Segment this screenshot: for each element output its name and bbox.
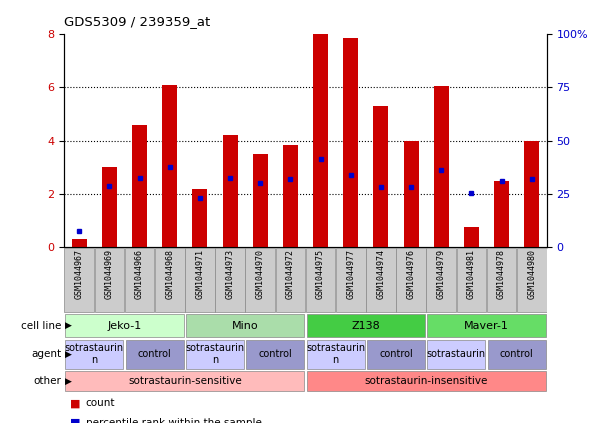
Text: GSM1044980: GSM1044980 [527, 250, 536, 299]
Text: control: control [138, 349, 172, 359]
Bar [427, 340, 485, 369]
Bar [65, 314, 184, 338]
Text: ■: ■ [70, 398, 81, 409]
Bar [185, 248, 214, 312]
Bar [426, 248, 456, 312]
Bar [246, 248, 275, 312]
Text: percentile rank within the sample: percentile rank within the sample [86, 418, 262, 423]
Bar [366, 248, 396, 312]
Bar [307, 371, 546, 391]
Text: GSM1044979: GSM1044979 [437, 250, 446, 299]
Bar [65, 340, 123, 369]
Text: GSM1044966: GSM1044966 [135, 250, 144, 299]
Bar [487, 248, 516, 312]
Text: GSM1044972: GSM1044972 [286, 250, 295, 299]
Text: ▶: ▶ [65, 376, 72, 386]
Text: sotrastaurin: sotrastaurin [426, 349, 486, 359]
Bar [494, 181, 509, 247]
Text: agent: agent [31, 349, 61, 359]
Bar [427, 314, 546, 338]
Bar [65, 371, 304, 391]
Text: GSM1044969: GSM1044969 [105, 250, 114, 299]
Text: Maver-1: Maver-1 [464, 321, 509, 331]
Bar [186, 340, 244, 369]
Text: sotrastaurin
n: sotrastaurin n [306, 343, 365, 365]
Bar [313, 34, 328, 247]
Text: sotrastaurin-sensitive: sotrastaurin-sensitive [128, 376, 242, 386]
Text: GSM1044977: GSM1044977 [346, 250, 355, 299]
Text: GSM1044981: GSM1044981 [467, 250, 476, 299]
Bar [102, 168, 117, 247]
Bar [126, 340, 184, 369]
Bar [397, 248, 426, 312]
Bar [253, 154, 268, 247]
Text: sotrastaurin-insensitive: sotrastaurin-insensitive [365, 376, 488, 386]
Bar [215, 248, 245, 312]
Bar [71, 239, 87, 247]
Text: cell line: cell line [21, 321, 61, 331]
Text: GSM1044967: GSM1044967 [75, 250, 84, 299]
Text: GSM1044975: GSM1044975 [316, 250, 325, 299]
Text: GSM1044970: GSM1044970 [256, 250, 265, 299]
Text: Jeko-1: Jeko-1 [108, 321, 142, 331]
Bar [307, 314, 425, 338]
Bar [343, 38, 358, 247]
Bar [434, 86, 449, 247]
Bar [162, 85, 177, 247]
Text: control: control [379, 349, 413, 359]
Bar [456, 248, 486, 312]
Text: sotrastaurin
n: sotrastaurin n [185, 343, 244, 365]
Text: GSM1044974: GSM1044974 [376, 250, 386, 299]
Bar [192, 189, 208, 247]
Text: ■: ■ [70, 418, 81, 423]
Bar [95, 248, 124, 312]
Bar [307, 340, 365, 369]
Bar [64, 248, 94, 312]
Text: sotrastaurin
n: sotrastaurin n [65, 343, 124, 365]
Bar [283, 145, 298, 247]
Text: other: other [33, 376, 61, 386]
Bar [403, 140, 419, 247]
Bar [524, 140, 540, 247]
Bar [336, 248, 365, 312]
Bar [186, 314, 304, 338]
Text: ▶: ▶ [65, 350, 72, 359]
Text: GDS5309 / 239359_at: GDS5309 / 239359_at [64, 15, 210, 28]
Text: GSM1044976: GSM1044976 [406, 250, 415, 299]
Bar [373, 106, 389, 247]
Text: Mino: Mino [232, 321, 258, 331]
Bar [488, 340, 546, 369]
Bar [517, 248, 547, 312]
Bar [246, 340, 304, 369]
Bar [306, 248, 335, 312]
Bar [222, 135, 238, 247]
Text: GSM1044971: GSM1044971 [196, 250, 205, 299]
Bar [155, 248, 185, 312]
Bar [367, 340, 425, 369]
Text: control: control [500, 349, 533, 359]
Bar [464, 228, 479, 247]
Text: GSM1044973: GSM1044973 [225, 250, 235, 299]
Text: control: control [258, 349, 292, 359]
Text: ▶: ▶ [65, 321, 72, 330]
Bar [276, 248, 306, 312]
Text: GSM1044968: GSM1044968 [165, 250, 174, 299]
Bar [125, 248, 155, 312]
Text: GSM1044978: GSM1044978 [497, 250, 506, 299]
Text: Z138: Z138 [351, 321, 380, 331]
Text: count: count [86, 398, 115, 409]
Bar [132, 125, 147, 247]
